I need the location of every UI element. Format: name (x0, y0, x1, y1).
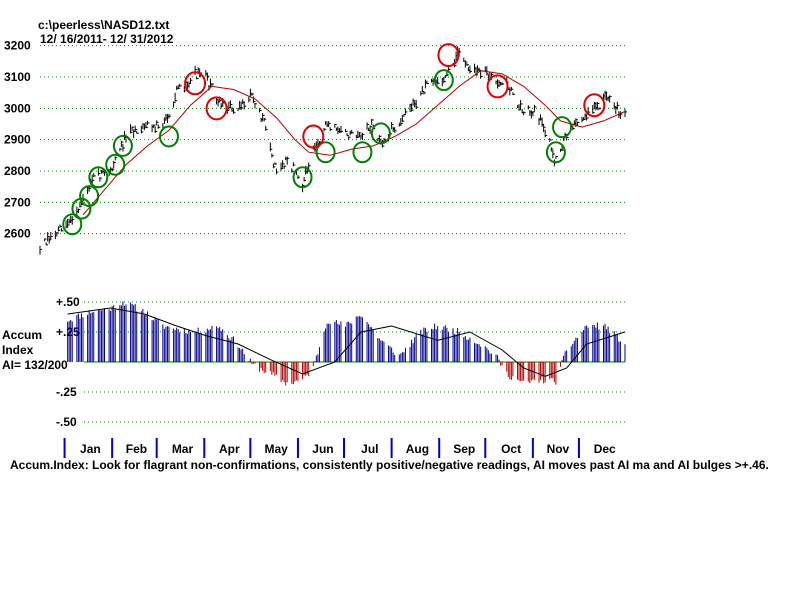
signal-circles (62, 43, 606, 236)
buy-signal-circle (88, 166, 109, 189)
month-label: Dec (594, 442, 616, 456)
accum-ai-value: AI= 132/200 (2, 358, 68, 372)
price-y-axis: 2600 2700 2800 2900 3000 3100 3200 (4, 39, 31, 241)
chart-date-range: 12/ 16/2011- 12/ 31/2012 (40, 32, 174, 46)
buy-signal-circle (545, 141, 566, 164)
sell-signal-circle (437, 43, 460, 68)
buy-signal-circle (71, 197, 92, 220)
price-tick-label: 3200 (4, 39, 31, 53)
buy-signal-circle (370, 122, 391, 145)
accum-tick-label: -.25 (56, 385, 77, 399)
month-label: Sep (453, 442, 475, 456)
accum-title: Accum (2, 328, 42, 342)
sell-signal-circle (184, 71, 207, 96)
month-label: Nov (547, 442, 570, 456)
buy-signal-circle (158, 125, 179, 148)
price-tick-label: 3000 (4, 101, 31, 115)
buy-signal-circle (433, 69, 454, 92)
price-tick-label: 2900 (4, 133, 31, 147)
accum-tick-label: +.50 (56, 295, 80, 309)
accum-y-axis: +.50+.25-.25-.50 (56, 295, 80, 429)
sell-signal-circle (205, 96, 228, 121)
buy-signal-circle (315, 141, 336, 164)
month-label: Mar (172, 442, 194, 456)
month-label: Aug (406, 442, 429, 456)
accum-tick-label: -.50 (56, 415, 77, 429)
month-label: Jun (312, 442, 333, 456)
footer-note: Accum.Index: Look for flagrant non-confi… (10, 458, 769, 472)
buy-signal-circle (552, 116, 573, 139)
month-axis: Jan Feb Mar Apr May Jun Jul Aug Sep Oct Nov Dec (63, 438, 616, 458)
month-label: May (264, 442, 288, 456)
price-bars (39, 46, 627, 255)
price-ma-line (82, 70, 626, 216)
month-label: Feb (126, 442, 147, 456)
price-tick-label: 2700 (4, 195, 31, 209)
sell-signal-circle (486, 74, 509, 99)
buy-signal-circle (112, 134, 133, 157)
chart-title: c:\peerless\NASD12.txt (38, 18, 169, 32)
accum-subtitle: Index (2, 343, 34, 357)
accum-moving-average (67, 307, 626, 377)
price-tick-label: 2600 (4, 227, 31, 241)
price-grid (40, 45, 625, 235)
month-label: Oct (501, 442, 521, 456)
buy-signal-circle (352, 141, 373, 164)
sell-signal-circle (583, 93, 606, 118)
buy-signal-circle (62, 213, 83, 236)
month-label: Jul (361, 442, 378, 456)
price-tick-label: 3100 (4, 70, 31, 84)
price-moving-average (82, 70, 626, 216)
accum-bars (67, 301, 626, 386)
buy-signal-circle (292, 166, 313, 189)
month-label: Apr (219, 442, 240, 456)
accum-ma-line (67, 307, 626, 377)
price-tick-label: 2800 (4, 164, 31, 178)
buy-signal-circle (105, 153, 126, 176)
sell-signal-circle (302, 124, 325, 149)
month-label: Jan (80, 442, 101, 456)
buy-signal-circle (79, 185, 100, 208)
